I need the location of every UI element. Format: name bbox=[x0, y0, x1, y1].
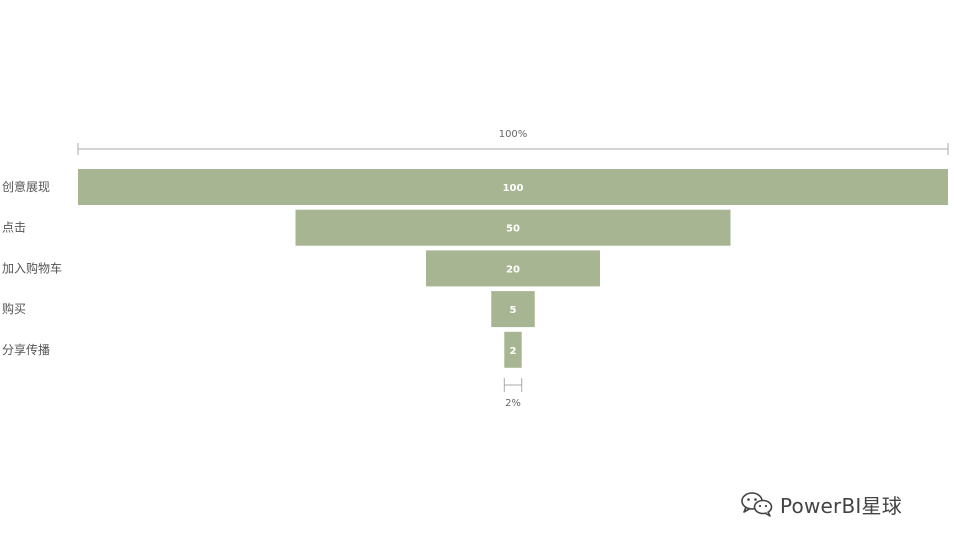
watermark-text: PowerBI星球 bbox=[780, 493, 902, 518]
top-percent-bracket: 100% bbox=[77, 129, 949, 155]
funnel-bar[interactable] bbox=[78, 169, 948, 205]
wechat-icon bbox=[741, 492, 773, 517]
category-label: 点击 bbox=[2, 221, 26, 235]
category-label: 加入购物车 bbox=[2, 260, 62, 275]
bar-value-label: 50 bbox=[506, 224, 520, 235]
funnel-bar[interactable] bbox=[295, 209, 731, 246]
bar-value-label: 5 bbox=[510, 305, 517, 316]
watermark: PowerBI星球 bbox=[740, 488, 902, 520]
category-label: 购买 bbox=[2, 301, 26, 316]
bottom-percent-bracket: 2% bbox=[503, 378, 523, 409]
funnel-bar[interactable] bbox=[504, 331, 522, 368]
category-label: 分享传播 bbox=[2, 342, 50, 357]
bottom-percent-label: 2% bbox=[505, 398, 521, 409]
funnel-bar[interactable] bbox=[426, 250, 600, 287]
category-label: 创意展现 bbox=[2, 179, 50, 194]
bar-value-label: 100 bbox=[503, 183, 524, 194]
bar-value-label: 2 bbox=[510, 346, 517, 357]
top-percent-label: 100% bbox=[499, 129, 528, 140]
bar-value-label: 20 bbox=[506, 264, 520, 275]
funnel-bar[interactable] bbox=[491, 291, 535, 328]
funnel-bars: 100 创意展现 50 点击 20 加入购物车 5 购买 2 分享传播 bbox=[2, 169, 948, 368]
